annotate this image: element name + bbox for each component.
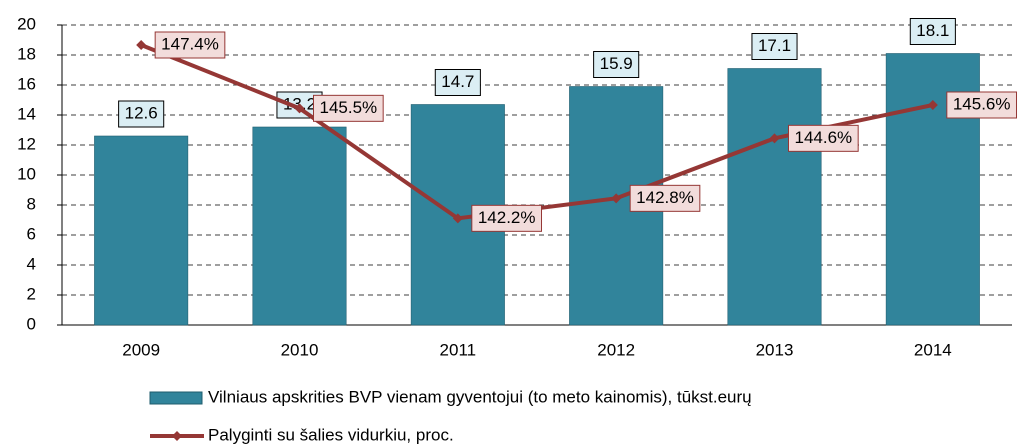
bar-label-box <box>593 51 640 78</box>
line-label-box <box>629 184 701 212</box>
line-marker <box>927 100 938 110</box>
x-tick-label: 2009 <box>122 340 160 359</box>
legend-swatch <box>149 391 203 405</box>
legend-label: Vilniaus apskrities BVP vienam gyventoju… <box>208 387 752 406</box>
bar-label: 18.1 <box>916 21 949 40</box>
line-marker <box>452 213 463 224</box>
y-tick-label: 2 <box>27 284 36 303</box>
bar <box>252 126 347 326</box>
bar-label: 15.9 <box>600 54 633 73</box>
line-label-box <box>788 124 859 152</box>
y-tick-label: 10 <box>17 164 36 183</box>
line-marker <box>136 40 147 50</box>
legend-marker <box>172 431 182 441</box>
line-label: 144.6% <box>795 128 853 147</box>
bar <box>94 135 189 326</box>
y-tick-label: 8 <box>27 194 36 213</box>
x-tick-label: 2011 <box>440 340 477 359</box>
y-tick-label: 14 <box>17 104 36 123</box>
y-tick-label: 0 <box>27 314 36 333</box>
y-tick-label: 16 <box>17 74 36 93</box>
line-label-box <box>154 31 226 59</box>
bar-label: 12.6 <box>125 103 158 122</box>
x-tick-label: 2013 <box>756 340 794 359</box>
line-label-box <box>471 204 543 232</box>
line-label: 145.5% <box>320 98 378 117</box>
line-marker <box>611 193 622 204</box>
line-label-box <box>946 91 1018 119</box>
x-tick-label: 2014 <box>914 340 952 359</box>
bar <box>727 68 822 326</box>
x-tick-label: 2012 <box>597 340 635 359</box>
line-label: 142.8% <box>636 188 694 207</box>
line-label: 142.2% <box>478 208 536 227</box>
line-label-box <box>313 94 384 122</box>
y-tick-label: 18 <box>17 44 36 63</box>
line-label: 147.4% <box>161 34 219 53</box>
y-tick-label: 20 <box>17 14 36 33</box>
line-label: 145.6% <box>953 94 1011 113</box>
y-tick-label: 12 <box>17 134 36 153</box>
bar-label-box <box>434 69 481 96</box>
line-marker <box>294 103 305 114</box>
line-marker <box>769 133 780 144</box>
y-tick-label: 6 <box>27 224 36 243</box>
x-tick-label: 2010 <box>281 340 319 359</box>
bar-label: 14.7 <box>441 72 474 91</box>
bar-label: 17.1 <box>758 36 791 55</box>
y-tick-label: 4 <box>27 254 36 273</box>
bar-label-box <box>118 100 165 128</box>
bar-label-box <box>751 33 798 60</box>
bar-label-box <box>909 18 956 45</box>
legend-label: Palyginti su šalies vidurkiu, proc. <box>208 425 454 444</box>
